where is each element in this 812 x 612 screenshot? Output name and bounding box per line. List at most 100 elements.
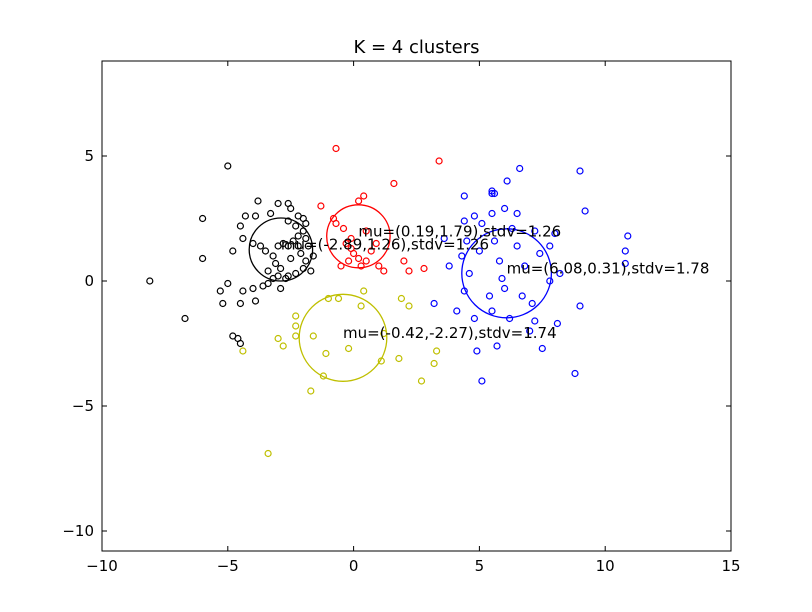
data-point: [478, 377, 486, 385]
data-point: [430, 359, 438, 368]
data-point: [181, 314, 189, 323]
data-point: [475, 247, 483, 255]
data-point: [216, 287, 224, 295]
data-point: [294, 242, 302, 250]
data-point: [342, 239, 350, 248]
data-point: [372, 239, 380, 248]
data-point: [239, 347, 247, 355]
data-point: [264, 449, 272, 458]
data-point: [297, 249, 305, 258]
data-point: [345, 257, 353, 265]
data-point: [536, 249, 544, 258]
data-point: [478, 219, 486, 228]
data-point: [531, 227, 539, 235]
data-point: [440, 234, 448, 243]
data-point: [460, 217, 468, 225]
data-point: [553, 319, 562, 328]
data-point: [277, 264, 285, 273]
data-point: [397, 294, 405, 303]
data-point: [521, 262, 529, 270]
data-points-layer: [146, 144, 632, 458]
data-point: [292, 312, 300, 320]
data-point: [465, 269, 473, 278]
data-point: [518, 292, 526, 300]
data-point: [498, 274, 506, 283]
data-point: [435, 157, 443, 165]
data-point: [302, 234, 310, 243]
cluster-circle: [461, 228, 553, 319]
data-point: [531, 317, 539, 325]
data-point: [513, 209, 521, 218]
data-point: [239, 234, 247, 243]
data-point: [274, 199, 282, 208]
cluster-circles-layer: [248, 204, 553, 382]
data-point: [199, 214, 207, 223]
data-point: [279, 342, 287, 350]
data-point: [490, 189, 499, 198]
data-point: [292, 222, 300, 230]
data-point: [453, 307, 461, 315]
y-tick-label: 0: [84, 272, 94, 290]
x-tick-label: −10: [86, 557, 118, 575]
data-point: [551, 229, 559, 238]
data-point: [473, 347, 481, 355]
data-point: [576, 167, 584, 175]
x-tick-label: 15: [721, 557, 740, 575]
data-point: [460, 192, 468, 200]
data-point: [501, 284, 509, 293]
data-point: [624, 232, 632, 240]
data-point: [267, 209, 275, 218]
data-point: [272, 259, 280, 268]
data-point: [576, 302, 584, 310]
x-tick-label: 5: [475, 557, 485, 575]
data-point: [345, 344, 353, 353]
data-point: [261, 247, 270, 255]
data-point: [287, 204, 295, 213]
data-point: [470, 314, 478, 323]
data-point: [355, 254, 363, 263]
data-point: [307, 387, 315, 395]
data-point: [292, 269, 300, 278]
data-point: [571, 369, 579, 378]
data-point: [322, 349, 330, 358]
data-point: [309, 252, 317, 260]
cluster-annotation: mu=(0.19,1.79),stdv=1.26: [358, 222, 561, 240]
data-point: [292, 322, 300, 330]
axes-layer: −10 −5 0 5 10 15 −10 −5 0 5: [62, 60, 741, 575]
data-point: [380, 267, 388, 275]
data-point: [362, 227, 370, 235]
data-point: [239, 287, 247, 295]
plot-frame: [101, 60, 732, 552]
chart-title: K = 4 clusters: [353, 37, 479, 58]
cluster-annotation: mu=(-2.89,1.26),stdv=1.26: [281, 236, 489, 254]
data-point: [506, 314, 514, 323]
data-point: [264, 267, 272, 275]
data-point: [332, 144, 340, 153]
data-point: [400, 257, 408, 265]
data-point: [581, 207, 589, 215]
cluster-circle: [326, 204, 391, 269]
data-point: [274, 272, 282, 280]
data-point: [490, 237, 499, 245]
data-point: [528, 299, 536, 308]
cluster-annotation: mu=(6.08,0.31),stdv=1.78: [507, 259, 710, 277]
data-point: [470, 212, 478, 220]
data-point: [334, 294, 343, 303]
data-point: [355, 197, 363, 205]
data-point: [236, 339, 244, 348]
data-point: [229, 247, 237, 255]
data-point: [420, 264, 428, 273]
data-point: [332, 219, 340, 228]
data-point: [493, 342, 501, 350]
data-point: [495, 257, 504, 265]
data-point: [430, 299, 438, 308]
data-point: [294, 232, 302, 240]
x-tick-label: 10: [596, 557, 615, 575]
data-point: [277, 284, 285, 293]
data-point: [339, 224, 348, 233]
cluster-circle: [298, 293, 388, 382]
data-point: [405, 267, 413, 275]
data-point: [485, 292, 494, 300]
data-point: [304, 242, 312, 250]
